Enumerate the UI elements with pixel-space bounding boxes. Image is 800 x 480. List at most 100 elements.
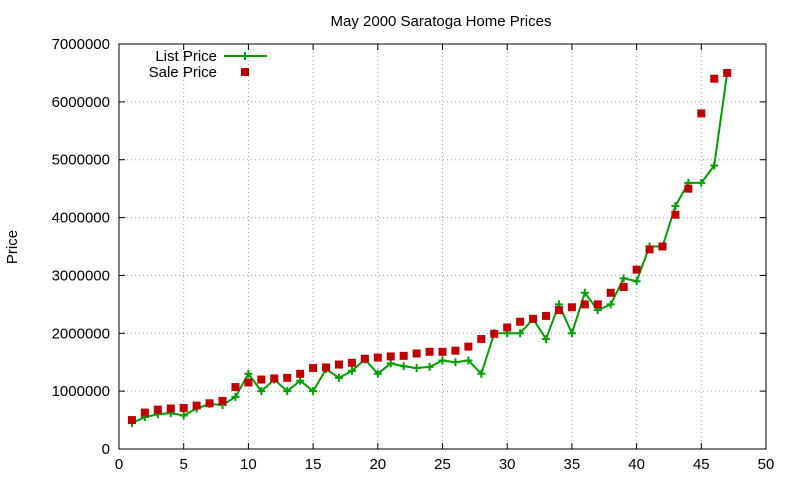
list-price-point [567, 329, 576, 338]
sale-price-point [360, 354, 369, 363]
list-price-point [697, 178, 706, 187]
sale-price-point [606, 288, 615, 297]
x-tick-label: 5 [180, 456, 188, 473]
list-price-point [283, 387, 292, 396]
sale-price-point [464, 342, 473, 351]
list-price-point [296, 376, 305, 385]
sale-price-point [347, 358, 356, 367]
list-price-point [386, 359, 395, 368]
sale-price-point [283, 373, 292, 382]
list-price-point [671, 202, 680, 210]
list-price-point [451, 358, 460, 367]
list-price-point [710, 161, 719, 170]
sale-price-point [425, 347, 434, 356]
list-price-point [309, 387, 318, 396]
sale-price-point [334, 360, 343, 369]
y-axis: 0 1000000 2000000 3000000 4000000 5000000 6000… [52, 36, 766, 458]
y-tick-label: 0 [102, 441, 110, 458]
series-sale-price [127, 68, 732, 425]
sale-price-point [309, 364, 318, 372]
y-tick-label: 2000000 [52, 325, 110, 342]
sale-price-point [684, 184, 693, 193]
sale-price-point [632, 265, 641, 274]
sale-price-point [257, 375, 266, 384]
list-price-point [231, 392, 240, 401]
list-price-point [464, 356, 473, 365]
legend-marker-list-price [241, 52, 249, 60]
list-price-point [399, 362, 408, 371]
sale-price-point [477, 335, 486, 344]
legend-label-list-price: List Price [155, 48, 217, 65]
x-tick-label: 25 [434, 456, 451, 473]
sale-price-point [645, 245, 654, 254]
sale-price-point [529, 314, 538, 323]
sale-price-point [322, 363, 331, 372]
sale-price-point [438, 347, 447, 356]
sale-price-point [166, 404, 175, 413]
x-tick-label: 0 [115, 456, 123, 473]
x-tick-label: 40 [628, 456, 645, 473]
sale-price-point [373, 353, 382, 362]
legend-label-sale-price: Sale Price [149, 64, 217, 81]
x-axis: 0 5 10 15 20 25 30 35 40 45 50 [115, 44, 775, 473]
sale-price-point [270, 374, 279, 383]
sale-price-point [218, 396, 227, 405]
legend-marker-sale-price [241, 68, 249, 76]
y-tick-label: 3000000 [52, 267, 110, 284]
grid-lines [119, 44, 766, 449]
sale-price-point [192, 401, 201, 410]
list-price-point [373, 369, 382, 378]
list-price-point [257, 387, 266, 396]
sale-price-point [619, 283, 628, 291]
list-price-point [477, 369, 486, 378]
list-price-point [179, 411, 188, 420]
sale-price-point [542, 311, 551, 320]
x-tick-label: 30 [499, 456, 516, 473]
y-tick-label: 7000000 [52, 36, 110, 53]
list-price-point [580, 288, 589, 297]
y-tick-label: 1000000 [52, 383, 110, 400]
x-tick-label: 50 [758, 456, 775, 473]
sale-price-point [567, 303, 576, 312]
sale-price-point [593, 300, 602, 309]
list-price-point [425, 362, 434, 371]
sale-price-point [127, 416, 136, 425]
x-tick-label: 15 [305, 456, 322, 473]
legend: List Price Sale Price [149, 48, 267, 81]
sale-price-point [140, 408, 149, 417]
list-price-point [438, 356, 447, 365]
sale-price-point [179, 403, 188, 412]
chart-title: May 2000 Saratoga Home Prices [331, 13, 552, 30]
sale-price-point [554, 306, 563, 315]
sale-price-point [516, 317, 525, 326]
list-price-point [347, 366, 356, 375]
x-tick-label: 20 [369, 456, 386, 473]
sale-price-point [671, 210, 680, 219]
list-price-point [542, 335, 551, 344]
sale-price-point [231, 383, 240, 392]
sale-price-point [244, 378, 253, 387]
list-price-point [516, 329, 525, 338]
sale-price-point [412, 349, 421, 358]
sale-price-point [658, 242, 667, 251]
x-tick-label: 45 [693, 456, 710, 473]
sale-price-point [296, 369, 305, 378]
list-price-point [619, 274, 628, 283]
series-list-price [127, 68, 732, 427]
sale-price-point [205, 399, 214, 408]
list-price-point [334, 373, 343, 382]
list-price-point [632, 277, 641, 286]
sale-price-point [503, 323, 512, 332]
sale-price-point [153, 405, 162, 414]
list-price-point [412, 364, 421, 372]
sale-price-point [723, 68, 732, 77]
sale-price-point [386, 352, 395, 361]
sale-price-point [710, 74, 719, 83]
y-axis-label: Price [4, 230, 21, 264]
x-tick-label: 35 [564, 456, 581, 473]
sale-price-point [399, 351, 408, 360]
list-price-point [244, 369, 253, 378]
y-tick-label: 4000000 [52, 210, 110, 227]
y-tick-label: 6000000 [52, 94, 110, 111]
